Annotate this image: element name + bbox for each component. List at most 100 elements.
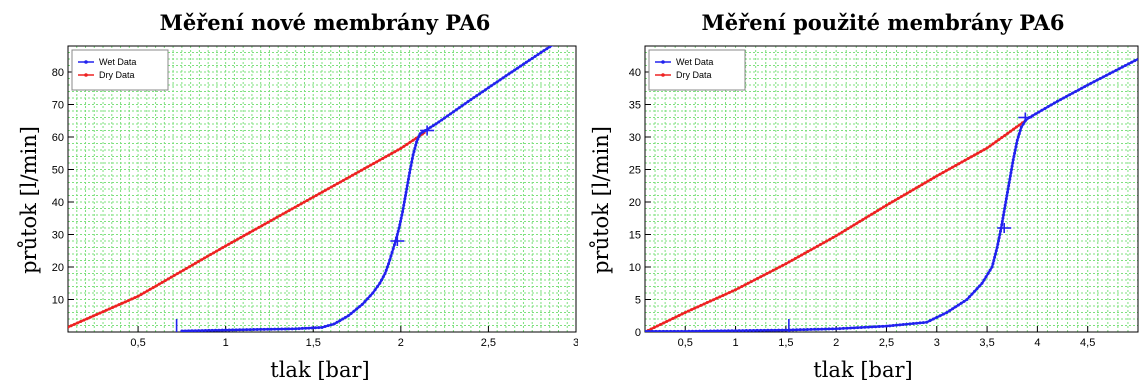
- series-point: [759, 275, 763, 279]
- series-point: [690, 308, 694, 312]
- series-point: [1007, 184, 1011, 188]
- series-point: [809, 248, 813, 252]
- series-point: [1086, 83, 1090, 87]
- series-point: [212, 251, 216, 255]
- series-point: [840, 230, 844, 234]
- series-point: [1049, 103, 1053, 107]
- series-point: [746, 281, 750, 285]
- series-point: [440, 118, 444, 122]
- series-point: [1018, 129, 1022, 132]
- series-point: [1014, 125, 1018, 129]
- series-point: [947, 167, 951, 171]
- series-point: [421, 130, 425, 134]
- series-point: [431, 124, 435, 128]
- series-point: [716, 329, 720, 332]
- series-point: [669, 329, 673, 332]
- x-tick-label: 1,5: [778, 337, 793, 349]
- series-point: [963, 158, 967, 162]
- series-point: [368, 294, 372, 298]
- series-point: [715, 296, 719, 300]
- series-point: [680, 329, 684, 332]
- x-axis-title: tlak [bar]: [270, 358, 369, 382]
- series-point: [341, 317, 345, 321]
- series-point: [805, 327, 809, 331]
- series-point: [1021, 122, 1025, 126]
- series-point: [975, 287, 979, 291]
- series-point: [734, 288, 738, 292]
- series-point: [273, 327, 277, 331]
- series-point: [841, 326, 845, 330]
- series-point: [762, 328, 766, 332]
- series-point: [305, 198, 309, 202]
- series-point: [740, 285, 744, 288]
- series-point: [991, 262, 995, 266]
- series-point: [665, 320, 669, 323]
- series-point: [384, 155, 388, 159]
- y-tick-label: 10: [52, 295, 64, 307]
- series-point: [326, 187, 330, 191]
- series-point: [483, 88, 487, 92]
- series-point: [1077, 88, 1081, 92]
- series-point: [245, 232, 249, 236]
- series-point: [976, 151, 980, 155]
- series-point: [388, 258, 392, 262]
- series-point: [402, 200, 406, 204]
- series-point: [429, 125, 433, 129]
- series-point: [451, 110, 455, 114]
- series-point: [393, 150, 397, 154]
- series-point: [363, 167, 367, 171]
- series-point: [825, 239, 829, 243]
- series-point: [341, 178, 345, 182]
- series-point: [986, 272, 990, 275]
- series-point: [501, 76, 505, 80]
- series-point: [287, 209, 291, 213]
- series-point: [233, 239, 237, 243]
- series-point: [231, 328, 235, 332]
- series-point: [347, 175, 351, 179]
- series-point: [338, 319, 342, 323]
- series-point: [409, 164, 413, 168]
- series-point: [741, 329, 745, 332]
- series-point: [994, 249, 998, 253]
- chart-right: Měření použité membrány PA6 průtok [l/mi…: [578, 0, 1140, 382]
- series-point: [257, 225, 261, 229]
- series-point: [206, 254, 210, 258]
- series-point: [755, 328, 759, 332]
- series-point: [925, 320, 929, 324]
- series-point: [802, 328, 806, 332]
- series-point: [390, 151, 394, 155]
- series-point: [650, 329, 654, 332]
- series-point: [861, 218, 865, 222]
- series-point: [730, 329, 734, 332]
- series-point: [926, 179, 930, 183]
- series-point: [777, 328, 781, 332]
- series-point: [726, 329, 730, 332]
- series-point: [317, 192, 321, 196]
- y-tick-label: 10: [629, 262, 641, 274]
- series-point: [737, 329, 741, 332]
- x-tick-label: 2: [833, 337, 839, 349]
- series-point: [372, 162, 376, 166]
- legend: Wet Data Dry Data: [71, 49, 169, 91]
- series-point: [998, 229, 1002, 233]
- series-point: [381, 275, 385, 279]
- series-point: [148, 287, 152, 291]
- series-point: [373, 288, 377, 292]
- x-tick-label: 3,5: [979, 337, 994, 349]
- series-point: [68, 325, 70, 329]
- x-tick-label: 1: [223, 337, 229, 349]
- series-point: [172, 273, 176, 277]
- series-point: [130, 297, 134, 301]
- series-point: [990, 265, 994, 269]
- series-point: [654, 329, 658, 332]
- series-point: [284, 210, 288, 214]
- series-point: [446, 114, 450, 118]
- series-point: [752, 328, 756, 332]
- series-point: [539, 51, 543, 54]
- series-point: [181, 268, 185, 272]
- series-point: [1015, 138, 1019, 142]
- series-point: [260, 224, 264, 228]
- series-point: [831, 327, 835, 331]
- series-point: [1013, 151, 1017, 155]
- series-point: [454, 108, 458, 112]
